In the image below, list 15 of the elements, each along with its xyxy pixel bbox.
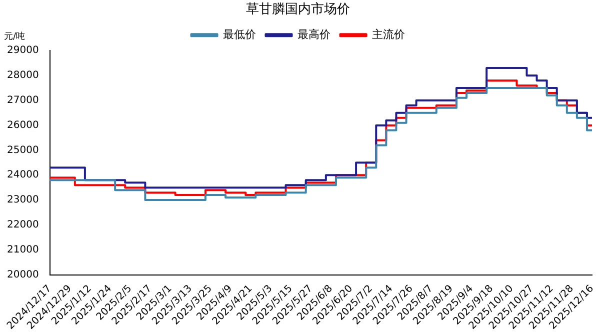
y-tick-label: 28000: [7, 70, 39, 82]
legend-label: 最高价: [297, 28, 330, 41]
y-tick-label: 22000: [7, 220, 39, 231]
legend-label: 最低价: [222, 28, 256, 41]
y-tick-label: 29000: [7, 45, 39, 56]
y-tick-label: 26000: [7, 120, 39, 131]
y-tick-label: 23000: [7, 194, 39, 206]
chart-title: 草甘膦国内市场价: [246, 2, 350, 18]
y-tick-label: 21000: [7, 244, 39, 256]
legend-label: 主流价: [372, 28, 405, 41]
y-axis-title: 元/吨: [4, 30, 26, 43]
y-tick-label: 24000: [7, 170, 39, 181]
y-tick-label: 27000: [7, 95, 39, 106]
y-tick-label: 25000: [7, 144, 39, 156]
y-tick-label: 20000: [7, 269, 39, 280]
